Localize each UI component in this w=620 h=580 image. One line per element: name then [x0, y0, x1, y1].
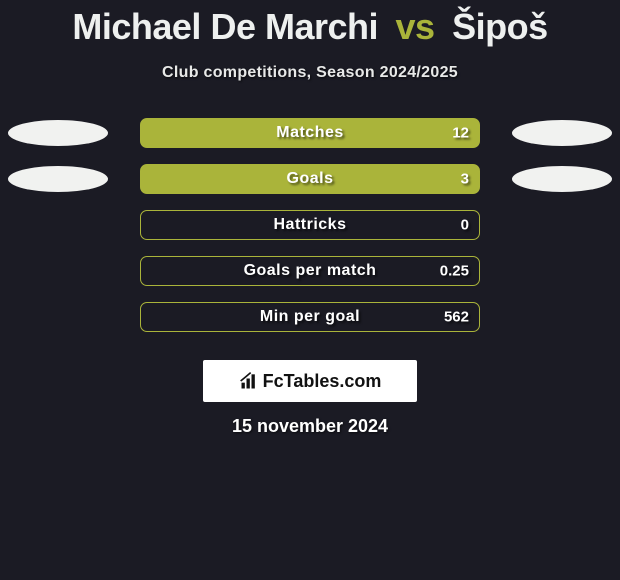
stat-row: Goals per match0.25 [0, 248, 620, 294]
stat-bar: Hattricks0 [140, 210, 480, 240]
stat-value: 12 [452, 125, 469, 142]
left-ellipse [8, 166, 108, 192]
logo-text: FcTables.com [239, 371, 382, 392]
stat-bar: Min per goal562 [140, 302, 480, 332]
comparison-chart: Matches12 Goals3 Hattricks0 Goals per match… [0, 110, 620, 340]
title-player2: Šipoš [452, 6, 548, 47]
stat-label: Min per goal [141, 308, 479, 326]
title-player1: Michael De Marchi [72, 6, 378, 47]
subtitle: Club competitions, Season 2024/2025 [0, 64, 620, 82]
right-ellipse [512, 120, 612, 146]
stat-label: Matches [141, 124, 479, 142]
title-vs: vs [396, 6, 435, 47]
stat-value: 3 [461, 171, 469, 188]
page-title: Michael De Marchi vs Šipoš [0, 6, 620, 48]
stat-row: Hattricks0 [0, 202, 620, 248]
stat-label: Hattricks [141, 216, 479, 234]
logo-prefix: Fc [263, 371, 284, 391]
stat-value: 0.25 [440, 263, 469, 280]
date-line: 15 november 2024 [0, 416, 620, 437]
stat-row: Goals3 [0, 156, 620, 202]
stat-label: Goals [141, 170, 479, 188]
stat-value: 562 [444, 309, 469, 326]
stat-row: Matches12 [0, 110, 620, 156]
stat-value: 0 [461, 217, 469, 234]
stat-row: Min per goal562 [0, 294, 620, 340]
stat-label: Goals per match [141, 262, 479, 280]
logo-box: FcTables.com [203, 360, 417, 402]
stat-bar: Goals per match0.25 [140, 256, 480, 286]
logo-main: Tables.com [284, 371, 382, 391]
left-ellipse [8, 120, 108, 146]
stat-bar: Matches12 [140, 118, 480, 148]
bar-chart-icon [239, 371, 259, 391]
right-ellipse [512, 166, 612, 192]
stat-bar: Goals3 [140, 164, 480, 194]
